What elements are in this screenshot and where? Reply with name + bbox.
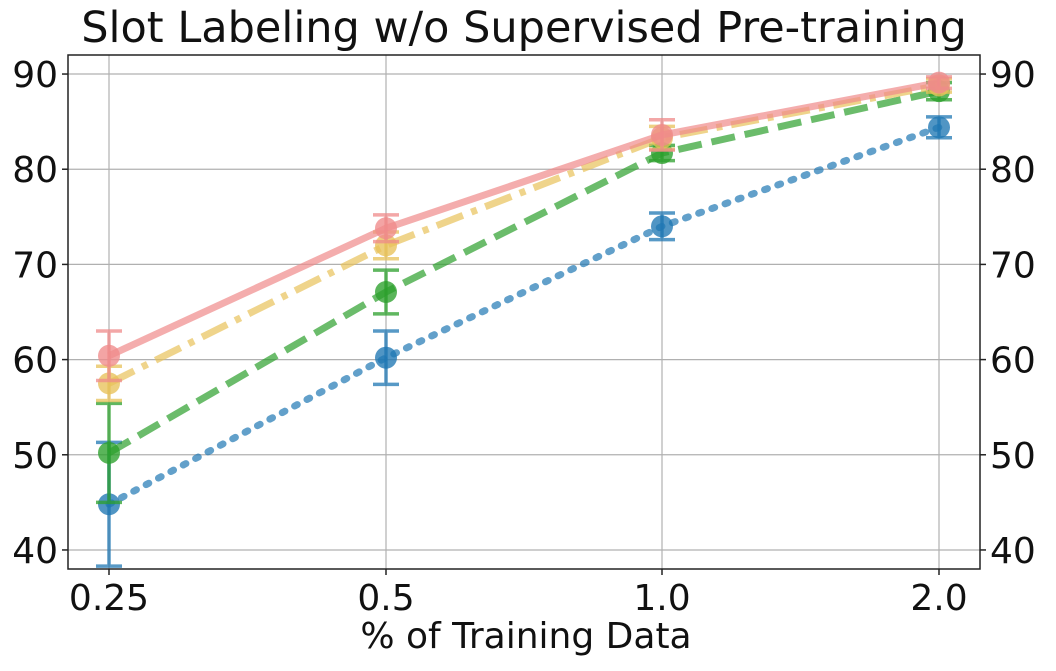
series-line xyxy=(107,82,940,387)
data-point xyxy=(98,372,120,395)
data-point xyxy=(928,71,950,94)
x-tick-label: 2.0 xyxy=(910,578,967,619)
series-line xyxy=(107,87,940,456)
series-3 xyxy=(96,71,952,383)
y-tick-label-right: 90 xyxy=(990,55,1036,96)
y-tick-label-left: 80 xyxy=(12,150,58,191)
y-tick-label-right: 70 xyxy=(990,245,1036,286)
y-tick-label-left: 60 xyxy=(12,341,58,382)
y-tick-label-left: 50 xyxy=(12,436,58,477)
series-2 xyxy=(96,74,952,403)
x-tick-label: 1.0 xyxy=(633,578,690,619)
y-tick-label-left: 90 xyxy=(12,55,58,96)
x-axis-label: % of Training Data xyxy=(360,616,691,657)
data-point xyxy=(375,346,397,369)
plot-frame xyxy=(67,54,981,570)
data-point xyxy=(375,281,397,304)
data-point xyxy=(928,116,950,139)
y-tick-label-right: 80 xyxy=(990,150,1036,191)
y-tick-label-left: 70 xyxy=(12,245,58,286)
y-tick-label-right: 60 xyxy=(990,341,1036,382)
series-line xyxy=(107,79,940,359)
data-point xyxy=(375,217,397,240)
y-tick-label-right: 40 xyxy=(990,531,1036,572)
x-tick-label: 0.5 xyxy=(357,578,414,619)
data-point xyxy=(98,441,120,464)
x-tick-label: 0.25 xyxy=(69,578,149,619)
data-point xyxy=(98,493,120,516)
tick-layer: 40 40 50 50 60 60 70 70 80 80 90 90 0.25 0.5 1.0 2.0 xyxy=(12,55,1036,619)
data-point xyxy=(651,123,673,146)
grid-lines xyxy=(68,55,980,569)
series-line xyxy=(105,123,943,508)
data-point xyxy=(98,344,120,367)
data-point xyxy=(651,215,673,238)
y-tick-label-left: 40 xyxy=(12,531,58,572)
series-layer xyxy=(96,71,952,568)
chart-title: Slot Labeling w/o Supervised Pre-trainin… xyxy=(81,3,967,53)
y-tick-label-right: 50 xyxy=(990,436,1036,477)
